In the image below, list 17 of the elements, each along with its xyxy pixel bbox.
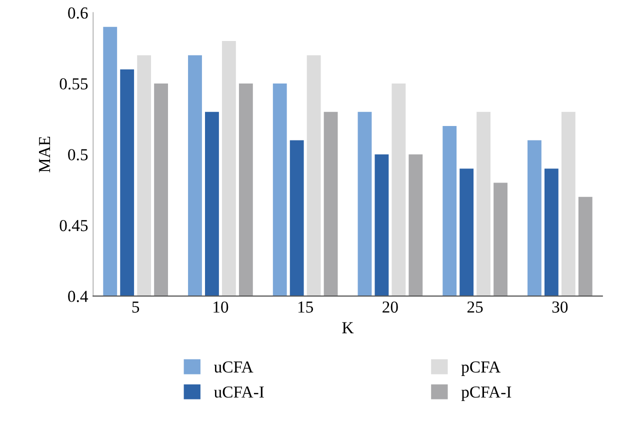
y-tick-label: 0.6 — [68, 7, 88, 19]
legend-label: pCFA-I — [461, 386, 512, 402]
y-tick-label: 0.55 — [60, 78, 88, 90]
x-tick-label: 30 — [552, 301, 568, 313]
legend-label: uCFA-I — [214, 386, 264, 398]
y-tick-label: 0.4 — [68, 290, 88, 302]
y-axis-title: MAE — [39, 136, 50, 172]
legend-label: pCFA — [461, 361, 500, 376]
x-tick-label: 15 — [298, 302, 314, 313]
y-tick-label: 0.45 — [60, 220, 88, 232]
x-tick-label: 5 — [132, 302, 140, 313]
x-tick-label: 25 — [467, 301, 483, 313]
x-tick-label: 20 — [382, 301, 398, 313]
x-axis-title: K — [342, 322, 354, 334]
legend-label: uCFA — [214, 361, 254, 373]
x-tick-label: 10 — [214, 301, 228, 313]
y-tick-label: 0.5 — [68, 149, 88, 160]
